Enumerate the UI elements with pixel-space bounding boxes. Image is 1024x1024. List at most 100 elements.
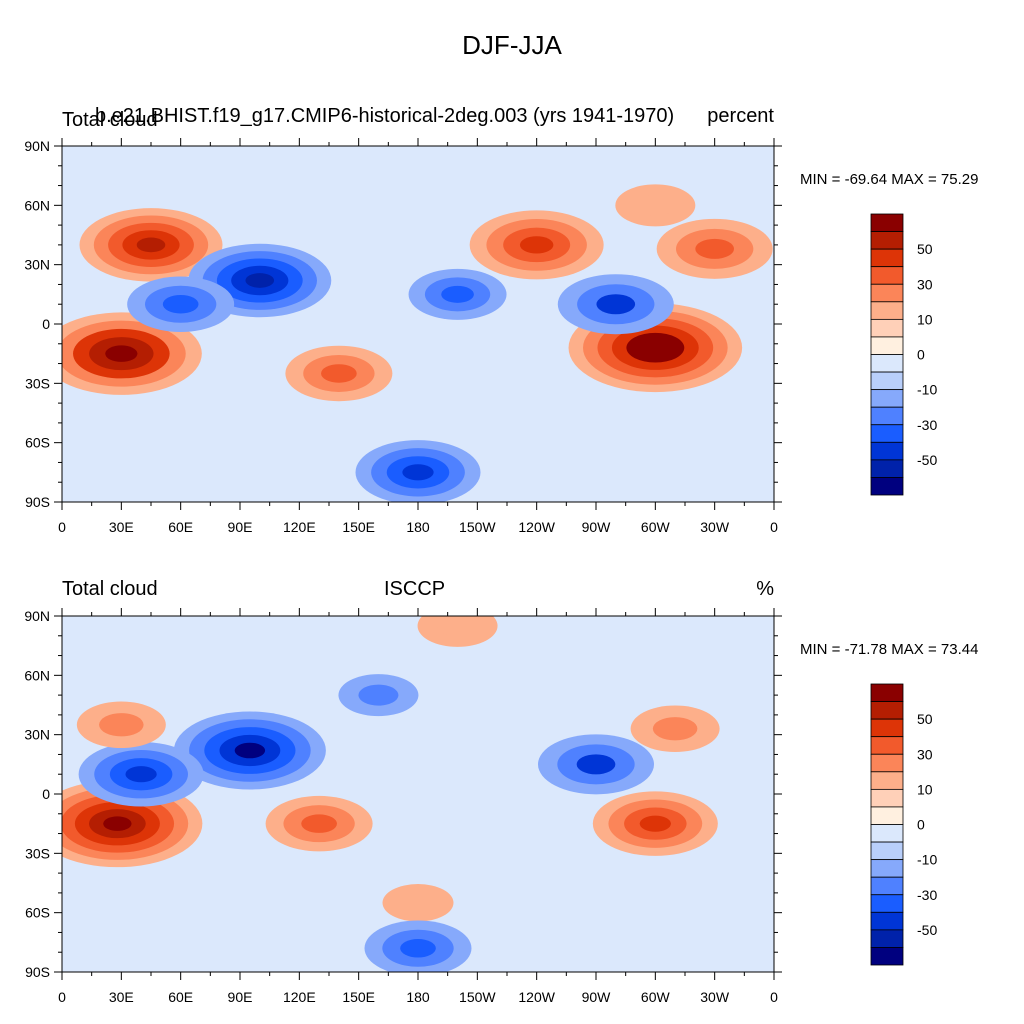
colorbar-label: 30 <box>917 746 933 762</box>
cloud-anomaly-2 <box>640 340 670 356</box>
cloud-anomaly-7 <box>321 364 357 383</box>
colorbar-bin <box>870 459 904 478</box>
colorbar-2: 50 30 10 0 -10 -30 -50 <box>870 683 937 966</box>
x-tick-label: 90W <box>582 989 612 1005</box>
x-tick-label: 150E <box>342 989 375 1005</box>
panel2-variable-label: Total cloud <box>62 578 158 600</box>
cloud-anomaly-4 <box>245 273 275 288</box>
cloud-anomaly-10 <box>437 616 478 637</box>
map-panel-2: 0 30E 60E 90E 120E 150E 180 150W 120W 90W 60W 30W 09… <box>24 608 937 1005</box>
cloud-anomaly-2 <box>639 815 671 832</box>
panel1-minmax: MIN = -69.64 MAX = 75.29 <box>800 171 979 188</box>
cloud-field-2 <box>62 616 774 972</box>
colorbar-bin <box>870 441 904 461</box>
colorbar-bin <box>870 736 904 755</box>
colorbar-bin <box>870 266 904 285</box>
cloud-anomaly-3 <box>234 742 266 759</box>
cloud-anomaly-7 <box>576 754 616 775</box>
map-panel-1: 0 30E 60E 90E 120E 150E 180 150W 120W 90W 60W 30W 09… <box>24 138 937 535</box>
x-tick-label: 90E <box>228 989 253 1005</box>
x-tick-label: 30E <box>109 989 134 1005</box>
cloud-anomaly-1 <box>105 345 138 362</box>
colorbar-bin <box>870 859 904 878</box>
cloud-anomaly-12 <box>400 939 436 958</box>
panel1-units-label: percent <box>707 105 774 127</box>
cloud-anomaly-6 <box>99 713 144 737</box>
colorbar-bin <box>870 371 904 391</box>
colorbar-bin <box>870 389 904 408</box>
colorbar-label: -30 <box>917 417 937 433</box>
colorbar-bin <box>870 876 904 896</box>
colorbar-1: 50 30 10 0 -10 -30 -50 <box>870 213 937 496</box>
x-tick-label: 60W <box>641 519 671 535</box>
y-tick-label: 90N <box>24 608 50 624</box>
x-tick-label: 0 <box>770 989 778 1005</box>
cloud-anomaly-8 <box>162 294 199 314</box>
cloud-anomaly-1 <box>103 816 132 831</box>
colorbar-bin <box>870 806 904 825</box>
panel2-minmax: MIN = -71.78 MAX = 73.44 <box>800 641 979 658</box>
x-tick-label: 60E <box>168 989 193 1005</box>
colorbar-label: -50 <box>917 452 937 468</box>
y-tick-label: 60N <box>24 197 50 213</box>
colorbar-bin <box>870 354 904 373</box>
y-tick-label: 90S <box>25 494 50 510</box>
x-tick-label: 120E <box>283 519 316 535</box>
x-tick-label: 180 <box>406 519 430 535</box>
x-tick-label: 120W <box>518 519 555 535</box>
x-tick-label: 90W <box>582 519 612 535</box>
colorbar-label: -10 <box>917 852 937 868</box>
colorbar-bin <box>870 318 904 338</box>
cloud-anomaly-12 <box>402 464 434 481</box>
colorbar-bin <box>870 718 904 738</box>
y-tick-label: 90S <box>25 964 50 980</box>
cloud-field-1 <box>62 146 774 502</box>
colorbar-label: 10 <box>917 311 933 327</box>
x-tick-label: 30W <box>700 519 730 535</box>
cloud-anomaly-5 <box>301 814 337 833</box>
colorbar-label: 50 <box>917 711 933 727</box>
colorbar-label: 10 <box>917 781 933 797</box>
cloud-anomaly-11 <box>358 684 399 706</box>
colorbar-bin <box>870 231 904 250</box>
colorbar-bin <box>870 248 904 268</box>
x-tick-label: 150W <box>459 989 496 1005</box>
colorbar-bin <box>870 336 904 355</box>
x-tick-label: 30E <box>109 519 134 535</box>
panel2-units-label: % <box>756 578 774 600</box>
cloud-anomaly-6 <box>596 294 636 315</box>
colorbar-bin <box>870 701 904 720</box>
y-tick-label: 60N <box>24 667 50 683</box>
x-tick-label: 90E <box>228 519 253 535</box>
colorbar-label: 0 <box>917 817 925 833</box>
colorbar-bin <box>870 753 904 773</box>
panel1-case-label: b.e21.BHIST.f19_g17.CMIP6-historical-2de… <box>95 105 675 127</box>
y-tick-label: 0 <box>42 786 50 802</box>
x-tick-label: 60W <box>641 989 671 1005</box>
cloud-anomaly-11 <box>635 194 676 216</box>
x-tick-label: 180 <box>406 989 430 1005</box>
main-title: DJF-JJA <box>462 30 562 60</box>
cloud-anomaly-9 <box>441 285 474 303</box>
y-tick-label: 30N <box>24 257 50 273</box>
colorbar-bin <box>870 406 904 426</box>
cloud-anomaly-10 <box>695 238 735 259</box>
cloud-anomaly-9 <box>382 884 454 922</box>
x-tick-label: 30W <box>700 989 730 1005</box>
cloud-anomaly-5 <box>519 236 554 254</box>
x-tick-label: 0 <box>58 989 66 1005</box>
x-tick-label: 60E <box>168 519 193 535</box>
x-tick-label: 150E <box>342 519 375 535</box>
colorbar-bin <box>870 929 904 948</box>
y-tick-label: 90N <box>24 138 50 154</box>
colorbar-bin <box>870 947 904 966</box>
colorbar-label: 30 <box>917 276 933 292</box>
colorbar-label: -30 <box>917 887 937 903</box>
x-tick-label: 150W <box>459 519 496 535</box>
cloud-anomaly-4 <box>125 766 157 783</box>
x-tick-label: 120E <box>283 989 316 1005</box>
x-tick-label: 0 <box>770 519 778 535</box>
colorbar-bin <box>870 301 904 320</box>
y-tick-label: 60S <box>25 435 50 451</box>
